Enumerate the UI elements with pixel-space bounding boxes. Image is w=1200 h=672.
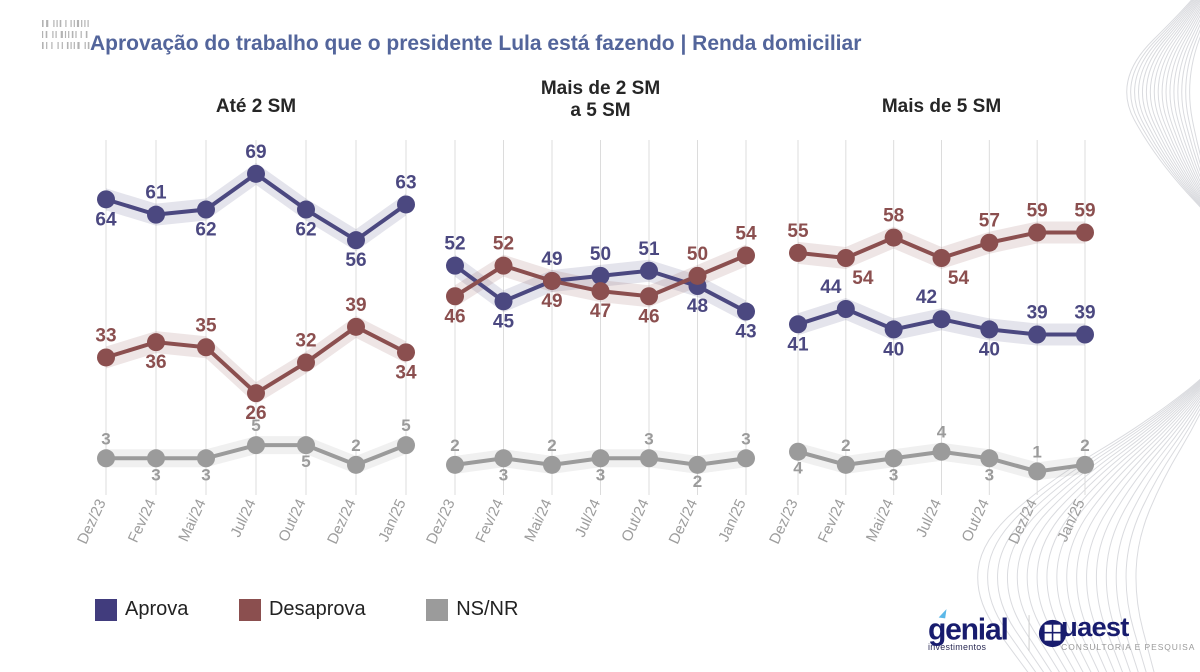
svg-text:44: 44 (820, 277, 842, 298)
svg-text:4: 4 (793, 459, 803, 478)
svg-text:42: 42 (916, 287, 937, 308)
svg-text:2: 2 (1080, 436, 1089, 455)
svg-text:3: 3 (741, 429, 750, 448)
svg-text:Mai/24: Mai/24 (175, 497, 209, 545)
svg-text:39: 39 (1027, 303, 1048, 324)
svg-text:Até 2 SM: Até 2 SM (216, 96, 296, 117)
svg-text:56: 56 (345, 250, 366, 271)
svg-text:39: 39 (345, 295, 366, 316)
svg-text:64: 64 (95, 209, 117, 230)
svg-text:Dez/23: Dez/23 (766, 497, 801, 547)
svg-text:46: 46 (638, 306, 659, 327)
svg-text:Mais de 5 SM: Mais de 5 SM (882, 96, 1001, 117)
svg-text:33: 33 (95, 325, 116, 346)
svg-text:Fev/24: Fev/24 (815, 497, 850, 546)
svg-text:1: 1 (1032, 442, 1041, 461)
svg-text:47: 47 (590, 301, 611, 322)
svg-text:2: 2 (841, 436, 850, 455)
svg-text:52: 52 (444, 234, 465, 255)
svg-text:Mai/24: Mai/24 (863, 497, 897, 545)
svg-text:2: 2 (547, 436, 556, 455)
svg-text:49: 49 (541, 249, 562, 270)
svg-text:49: 49 (541, 291, 562, 312)
svg-text:40: 40 (883, 339, 904, 360)
svg-text:Fev/24: Fev/24 (125, 497, 160, 546)
svg-text:36: 36 (145, 352, 166, 373)
svg-text:5: 5 (301, 452, 310, 471)
svg-text:3: 3 (499, 465, 508, 484)
svg-text:63: 63 (395, 172, 416, 193)
svg-text:Fev/24: Fev/24 (472, 497, 507, 546)
svg-text:5: 5 (251, 416, 260, 435)
svg-text:Dez/23: Dez/23 (423, 497, 458, 547)
svg-text:a 5 SM: a 5 SM (570, 100, 630, 121)
svg-text:Out/24: Out/24 (959, 497, 993, 545)
svg-text:Dez/23: Dez/23 (74, 497, 109, 547)
svg-text:39: 39 (1074, 303, 1095, 324)
svg-text:57: 57 (979, 211, 1000, 232)
svg-text:54: 54 (735, 223, 757, 244)
svg-text:Jan/25: Jan/25 (715, 497, 749, 545)
svg-text:Dez/24: Dez/24 (324, 497, 359, 547)
svg-text:50: 50 (687, 244, 708, 265)
svg-text:61: 61 (145, 183, 167, 204)
svg-text:51: 51 (638, 239, 660, 260)
svg-text:40: 40 (979, 339, 1000, 360)
svg-text:55: 55 (787, 221, 809, 242)
svg-text:43: 43 (735, 322, 756, 343)
svg-text:3: 3 (101, 429, 110, 448)
svg-text:Jul/24: Jul/24 (572, 497, 604, 540)
svg-text:41: 41 (787, 334, 809, 355)
svg-text:2: 2 (693, 472, 702, 491)
svg-text:32: 32 (295, 331, 316, 352)
svg-text:50: 50 (590, 244, 611, 265)
svg-text:Mais de 2 SM: Mais de 2 SM (541, 78, 660, 99)
svg-text:2: 2 (450, 436, 459, 455)
svg-text:52: 52 (493, 234, 514, 255)
svg-text:Jan/25: Jan/25 (375, 497, 409, 545)
svg-text:58: 58 (883, 206, 904, 227)
svg-text:59: 59 (1074, 201, 1095, 222)
svg-text:46: 46 (444, 306, 465, 327)
svg-text:Out/24: Out/24 (618, 497, 652, 545)
svg-text:Jan/25: Jan/25 (1054, 497, 1088, 545)
svg-text:3: 3 (201, 465, 210, 484)
svg-text:Out/24: Out/24 (275, 497, 309, 545)
svg-text:34: 34 (395, 362, 417, 383)
svg-text:5: 5 (401, 416, 410, 435)
svg-text:59: 59 (1027, 201, 1048, 222)
svg-text:3: 3 (985, 465, 994, 484)
svg-text:Jul/24: Jul/24 (227, 497, 259, 540)
svg-text:45: 45 (493, 311, 515, 332)
svg-text:Dez/24: Dez/24 (1005, 497, 1040, 547)
svg-text:3: 3 (889, 465, 898, 484)
svg-text:Dez/24: Dez/24 (666, 497, 701, 547)
svg-text:69: 69 (245, 142, 266, 163)
svg-text:48: 48 (687, 296, 708, 317)
svg-text:3: 3 (596, 465, 605, 484)
svg-text:4: 4 (937, 423, 947, 442)
svg-text:62: 62 (195, 220, 216, 241)
svg-text:Jul/24: Jul/24 (913, 497, 945, 540)
svg-text:54: 54 (852, 268, 874, 289)
svg-text:3: 3 (644, 429, 653, 448)
svg-text:2: 2 (351, 436, 360, 455)
svg-text:3: 3 (151, 465, 160, 484)
svg-text:54: 54 (948, 268, 970, 289)
svg-text:35: 35 (195, 315, 217, 336)
svg-text:Mai/24: Mai/24 (521, 497, 555, 545)
svg-text:62: 62 (295, 220, 316, 241)
